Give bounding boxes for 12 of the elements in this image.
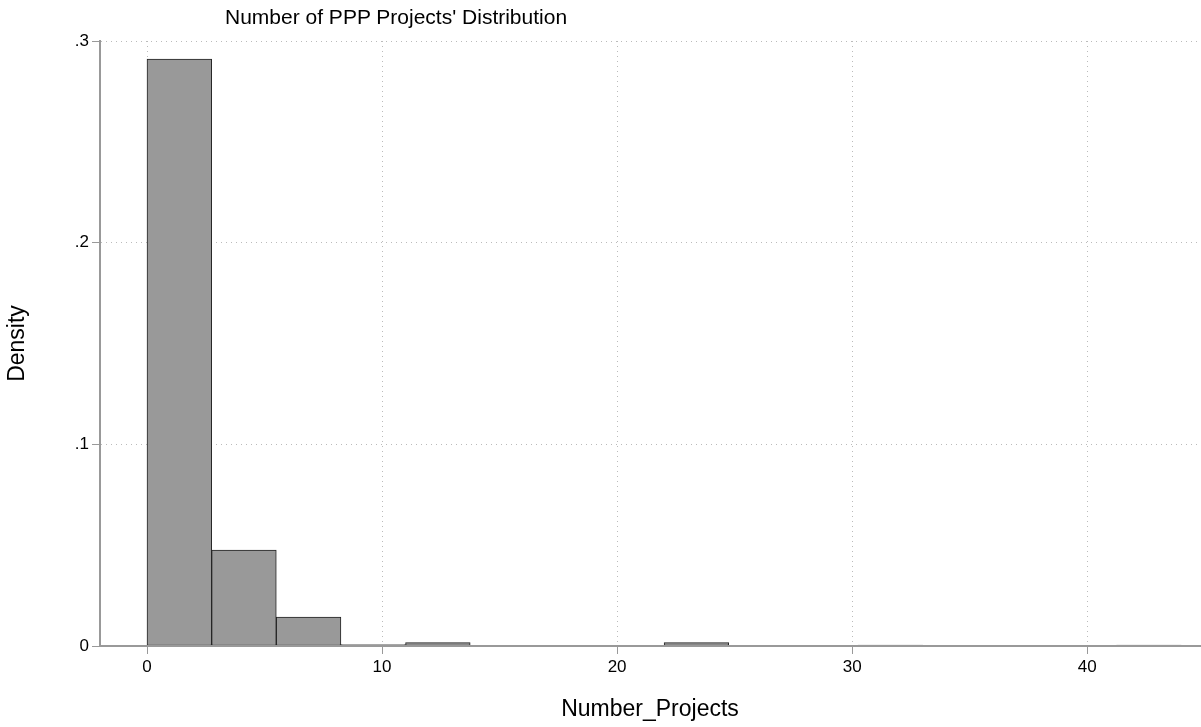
- chart-title: Number of PPP Projects' Distribution: [225, 5, 568, 29]
- y-tick-label: .1: [74, 434, 89, 454]
- x-tick-label: 40: [1077, 656, 1097, 676]
- y-tick-label: 0: [79, 635, 89, 655]
- x-axis-title: Number_Projects: [561, 694, 739, 721]
- y-tick-label: .2: [74, 232, 89, 252]
- x-tick-label: 0: [142, 656, 152, 676]
- x-tick-label: 20: [607, 656, 627, 676]
- x-tick-label: 30: [842, 656, 862, 676]
- y-tick-label: .3: [74, 30, 89, 50]
- y-axis-title: Density: [3, 304, 30, 382]
- x-tick-label: 10: [372, 656, 392, 676]
